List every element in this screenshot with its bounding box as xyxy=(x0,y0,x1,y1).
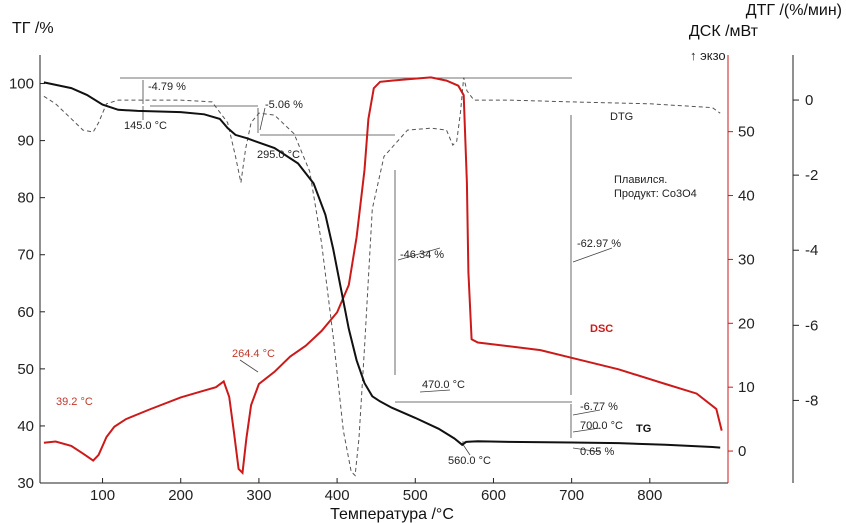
x-tick-label: 300 xyxy=(246,487,271,504)
y-left-tick-label: 90 xyxy=(17,133,34,150)
x-tick-label: 700 xyxy=(559,487,584,504)
x-tick-label: 100 xyxy=(90,487,115,504)
annotation-lines xyxy=(120,77,613,456)
x-tick-label: 200 xyxy=(168,487,193,504)
note-melted: Плавился. xyxy=(614,174,667,186)
y-right2-tick-label: -6 xyxy=(805,317,818,334)
y-right2-ticks: 0 -2 -4 -6 -8 xyxy=(793,92,818,409)
x-axis-title: Температура /°C xyxy=(330,506,454,523)
y-left-tick-label: 40 xyxy=(17,418,34,435)
label-m065: 0.65 % xyxy=(580,446,614,458)
x-tick-label: 400 xyxy=(325,487,350,504)
series-label-tg: TG xyxy=(636,423,651,435)
leader-6297 xyxy=(572,247,613,263)
y-right1-ticks: 0 10 20 30 40 50 xyxy=(728,124,755,460)
y-left-title: ТГ /% xyxy=(12,20,54,37)
y-left-tick-label: 60 xyxy=(17,304,34,321)
x-tick-label: 600 xyxy=(481,487,506,504)
series-label-dsc: DSC xyxy=(590,323,613,335)
label-m506: -5.06 % xyxy=(265,99,303,111)
y-right1-title: ДСК /мВт xyxy=(689,23,759,40)
axes xyxy=(39,55,794,484)
x-tick-label: 500 xyxy=(403,487,428,504)
y-left-tick-label: 50 xyxy=(17,361,34,378)
y-left-ticks: 30 40 50 60 70 80 90 100 xyxy=(9,76,45,492)
x-tick-label: 800 xyxy=(637,487,662,504)
label-t145: 145.0 °C xyxy=(124,120,167,132)
label-t295: 295.0 °C xyxy=(257,149,300,161)
annotation-labels: -4.79 % 145.0 °C -5.06 % 295.0 °C -46.34… xyxy=(56,81,697,467)
label-m4634: -46.34 % xyxy=(400,249,444,261)
y-right2-tick-label: -2 xyxy=(805,167,818,184)
y-left-tick-label: 30 xyxy=(17,475,34,492)
label-t560: 560.0 °C xyxy=(448,455,491,467)
leader-470 xyxy=(419,389,451,393)
y-right2-tick-label: -8 xyxy=(805,392,818,409)
series-label-dtg: DTG xyxy=(610,111,633,123)
y-left-tick-label: 70 xyxy=(17,247,34,264)
x-ticks: 100 200 300 400 500 600 700 800 xyxy=(90,478,662,504)
y-right1-tick-label: 50 xyxy=(738,124,755,141)
y-right2-tick-label: 0 xyxy=(805,92,813,109)
y-left-tick-label: 80 xyxy=(17,190,34,207)
leader-264 xyxy=(239,359,259,373)
note-product: Продукт: Co3O4 xyxy=(614,188,697,200)
label-t39: 39.2 °C xyxy=(56,396,93,408)
tg-curve xyxy=(43,81,721,449)
label-t264: 264.4 °C xyxy=(232,348,275,360)
leader-677 xyxy=(572,409,601,416)
leader-4634 xyxy=(397,247,441,261)
leader-065 xyxy=(572,447,601,453)
label-m6297: -62.97 % xyxy=(577,238,621,250)
exo-label: ↑ экзо xyxy=(690,48,726,63)
dtg-curve xyxy=(43,77,721,477)
leader-700 xyxy=(572,427,601,433)
dsc-curve xyxy=(43,76,723,475)
label-t700: 700.0 °C xyxy=(580,420,623,432)
y-right1-tick-label: 30 xyxy=(738,251,755,268)
label-m677: -6.77 % xyxy=(580,401,618,413)
leader-295 xyxy=(259,107,266,131)
y-left-tick-label: 100 xyxy=(9,76,34,93)
y-right1-tick-label: 20 xyxy=(738,315,755,332)
label-m479: -4.79 % xyxy=(148,81,186,93)
y-right2-tick-label: -4 xyxy=(805,242,818,259)
y-right1-tick-label: 0 xyxy=(738,443,746,460)
label-t470: 470.0 °C xyxy=(422,379,465,391)
y-right2-title: ДТГ /(%/мин) xyxy=(746,2,842,19)
y-right1-tick-label: 10 xyxy=(738,379,755,396)
y-right1-tick-label: 40 xyxy=(738,188,755,205)
